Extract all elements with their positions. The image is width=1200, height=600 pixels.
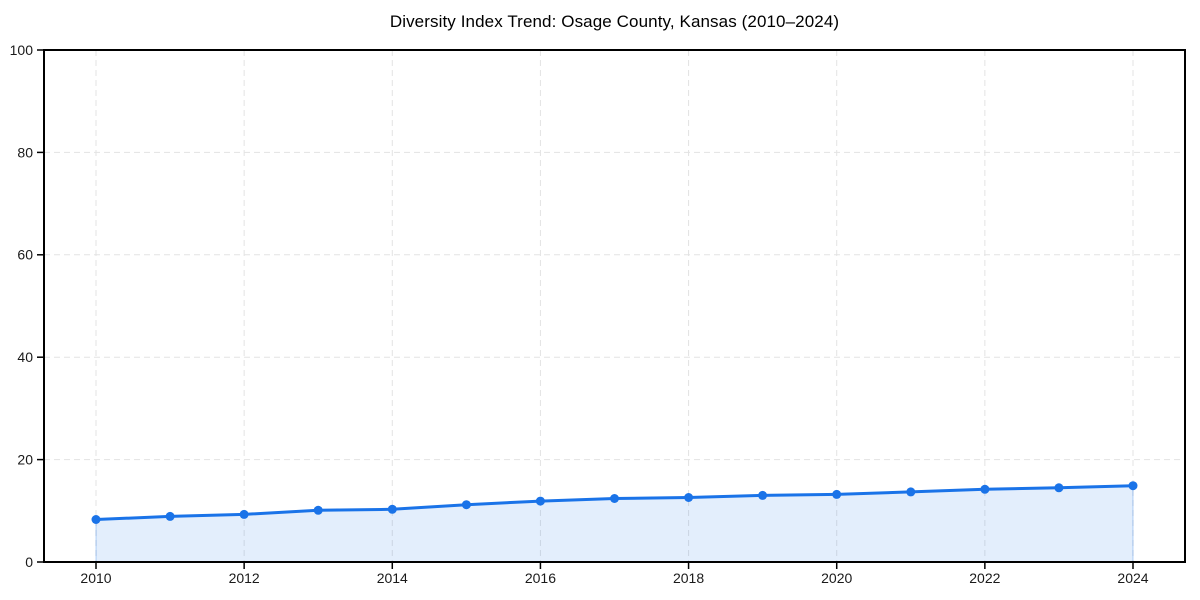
data-point-2023	[1054, 483, 1064, 493]
data-point-2010	[91, 515, 101, 524]
x-tick-label: 2012	[229, 570, 260, 586]
plot-border	[43, 49, 1186, 563]
y-tick-label: 40	[17, 349, 33, 365]
data-point-2011	[165, 511, 175, 521]
y-tick-label: 0	[25, 554, 33, 570]
x-tick-label: 2014	[377, 570, 408, 586]
y-tick-label: 100	[10, 42, 34, 58]
data-point-2019	[758, 490, 768, 500]
data-point-2020	[832, 489, 842, 499]
x-tick-label: 2022	[969, 570, 1000, 586]
data-point-2016	[535, 496, 545, 506]
data-point-2017	[610, 494, 619, 503]
x-tick-label: 2024	[1117, 570, 1148, 586]
data-point-2013	[313, 505, 323, 515]
data-point-2014	[387, 504, 397, 514]
y-tick-label: 80	[17, 144, 33, 160]
y-tick-label: 20	[17, 452, 33, 468]
data-point-2012	[239, 509, 249, 519]
x-tick-label: 2018	[673, 570, 704, 586]
x-tick-label: 2020	[821, 570, 852, 586]
x-tick-label: 2010	[80, 570, 111, 586]
y-tick-label: 60	[17, 247, 33, 263]
data-point-2018	[684, 493, 694, 502]
data-point-2021	[906, 487, 916, 497]
chart-title: Diversity Index Trend: Osage County, Kan…	[389, 12, 840, 31]
x-tick-label: 2016	[525, 570, 556, 586]
data-point-2015	[461, 500, 471, 510]
data-point-2024	[1128, 481, 1138, 491]
data-point-2022	[980, 484, 990, 494]
